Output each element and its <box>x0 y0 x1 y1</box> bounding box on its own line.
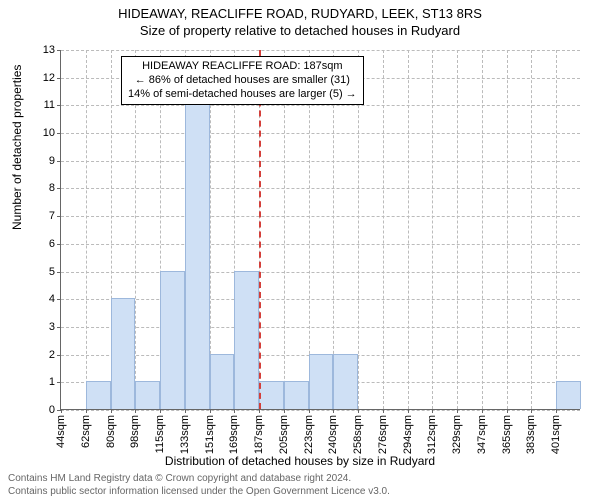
histogram-bar <box>284 381 309 409</box>
x-tick-label: 98sqm <box>129 409 141 448</box>
gridline-h <box>61 161 580 162</box>
histogram-bar <box>333 354 358 409</box>
gridline-h <box>61 188 580 189</box>
x-tick-label: 169sqm <box>228 409 240 454</box>
gridline-v <box>432 50 433 409</box>
x-tick-label: 276sqm <box>377 409 389 454</box>
gridline-h <box>61 216 580 217</box>
gridline-h <box>61 105 580 106</box>
gridline-h <box>61 272 580 273</box>
x-tick-label: 80sqm <box>105 409 117 448</box>
gridline-h <box>61 299 580 300</box>
x-tick-label: 383sqm <box>525 409 537 454</box>
chart-subtitle: Size of property relative to detached ho… <box>0 23 600 40</box>
gridline-h <box>61 50 580 51</box>
x-tick-label: 347sqm <box>476 409 488 454</box>
x-tick-label: 294sqm <box>402 409 414 454</box>
gridline-h <box>61 133 580 134</box>
gridline-v <box>408 50 409 409</box>
histogram-bar <box>86 381 111 409</box>
histogram-bar <box>210 354 235 409</box>
annotation-line: 14% of semi-detached houses are larger (… <box>128 88 357 102</box>
gridline-v <box>531 50 532 409</box>
annotation-box: HIDEAWAY REACLIFFE ROAD: 187sqm← 86% of … <box>121 56 364 105</box>
gridline-v <box>457 50 458 409</box>
attribution-footer: Contains HM Land Registry data © Crown c… <box>8 473 390 498</box>
histogram-bar <box>259 381 284 409</box>
histogram-bar <box>234 271 259 409</box>
chart-plot-area: 01234567891011121344sqm62sqm80sqm98sqm11… <box>60 50 580 410</box>
x-tick-label: 187sqm <box>253 409 265 454</box>
x-tick-label: 133sqm <box>179 409 191 454</box>
annotation-line: ← 86% of detached houses are smaller (31… <box>128 74 357 88</box>
histogram-bar <box>111 298 136 409</box>
histogram-bar <box>160 271 185 409</box>
x-tick-label: 62sqm <box>80 409 92 448</box>
histogram-bar <box>309 354 334 409</box>
x-tick-label: 223sqm <box>303 409 315 454</box>
x-tick-label: 365sqm <box>501 409 513 454</box>
footer-line-1: Contains HM Land Registry data © Crown c… <box>8 473 390 486</box>
plot-region: 01234567891011121344sqm62sqm80sqm98sqm11… <box>60 50 580 410</box>
x-tick-label: 401sqm <box>550 409 562 454</box>
chart-title: HIDEAWAY, REACLIFFE ROAD, RUDYARD, LEEK,… <box>0 6 600 23</box>
gridline-v <box>86 50 87 409</box>
gridline-v <box>383 50 384 409</box>
gridline-v <box>507 50 508 409</box>
footer-line-2: Contains public sector information licen… <box>8 486 390 499</box>
x-axis-label: Distribution of detached houses by size … <box>0 454 600 468</box>
x-tick-label: 312sqm <box>426 409 438 454</box>
x-tick-label: 115sqm <box>154 409 166 453</box>
histogram-bar <box>135 381 160 409</box>
gridline-h <box>61 244 580 245</box>
x-tick-label: 151sqm <box>204 409 216 454</box>
histogram-bar <box>185 104 210 409</box>
y-axis-label: Number of detached properties <box>10 65 24 230</box>
annotation-line: HIDEAWAY REACLIFFE ROAD: 187sqm <box>128 60 357 74</box>
x-tick-label: 329sqm <box>451 409 463 454</box>
gridline-h <box>61 327 580 328</box>
gridline-v <box>556 50 557 409</box>
histogram-bar <box>556 381 581 409</box>
x-tick-label: 44sqm <box>55 409 67 448</box>
gridline-v <box>482 50 483 409</box>
x-tick-label: 240sqm <box>327 409 339 454</box>
x-tick-label: 205sqm <box>278 409 290 454</box>
chart-title-block: HIDEAWAY, REACLIFFE ROAD, RUDYARD, LEEK,… <box>0 0 600 40</box>
x-tick-label: 258sqm <box>352 409 364 454</box>
